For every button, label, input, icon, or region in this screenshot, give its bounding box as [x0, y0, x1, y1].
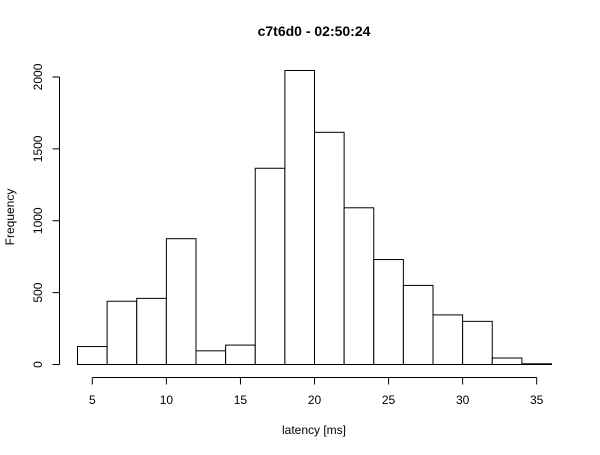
x-axis: 5 10 15 20 25 30 35 [89, 377, 544, 407]
y-tick-label-1500: 1500 [31, 135, 45, 162]
x-tick-label-20: 20 [308, 393, 322, 407]
histogram-bar-9 [343, 207, 375, 365]
x-tick-label-5: 5 [89, 393, 96, 407]
y-tick-label-0: 0 [31, 361, 45, 368]
histogram-bar-1 [106, 300, 138, 366]
y-axis-label: Frequency [3, 189, 17, 246]
histogram-bar-8 [314, 131, 345, 365]
y-tick-label-2000: 2000 [31, 63, 45, 90]
histogram-bar-10 [373, 259, 404, 365]
x-tick-label-35: 35 [530, 393, 544, 407]
x-tick-label-30: 30 [456, 393, 470, 407]
histogram-bar-3 [165, 238, 197, 366]
histogram-bar-13 [462, 320, 493, 366]
histogram-bar-15 [521, 363, 552, 365]
x-axis-label: latency [ms] [282, 423, 346, 437]
histogram-bar-14 [491, 357, 523, 365]
y-tick-label-500: 500 [31, 282, 45, 302]
x-tick-label-10: 10 [160, 393, 174, 407]
histogram-bar-0 [77, 346, 108, 365]
y-axis: 0 500 1000 1500 2000 [31, 63, 60, 368]
histogram-bar-11 [402, 284, 434, 366]
x-tick-label-15: 15 [234, 393, 248, 407]
x-tick-label-25: 25 [382, 393, 396, 407]
histogram-bar-4 [195, 350, 227, 365]
histogram-bar-5 [225, 344, 256, 365]
histogram-bar-12 [432, 314, 464, 365]
chart-title: c7t6d0 - 02:50:24 [258, 23, 371, 39]
histogram-bar-7 [284, 70, 315, 365]
histogram-bar-2 [136, 297, 167, 366]
y-tick-label-1000: 1000 [31, 207, 45, 234]
histogram-bars [77, 70, 552, 366]
histogram-bar-6 [254, 167, 286, 365]
